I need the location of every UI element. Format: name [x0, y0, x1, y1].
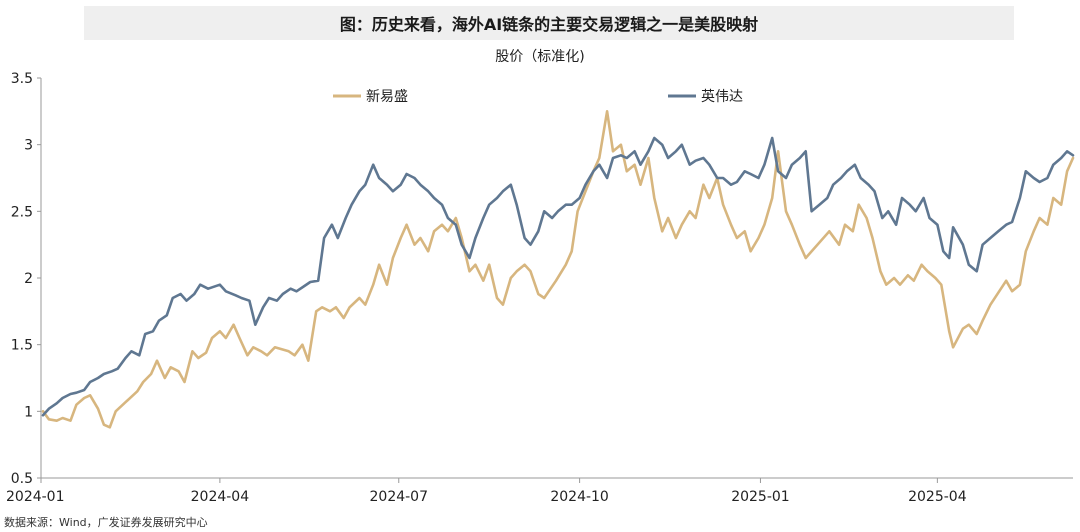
source-note: 数据来源：Wind，广发证券发展研究中心	[4, 516, 208, 529]
y-tick-label: 1.5	[11, 338, 33, 354]
chart-legend: 新易盛 英伟达	[333, 88, 743, 105]
y-tick-label: 0.5	[11, 471, 33, 487]
y-tick-label: 1	[24, 404, 33, 420]
chart-title-bar: 图：历史来看，海外AI链条的主要交易逻辑之一是美股映射	[84, 6, 1014, 40]
y-tick-label: 3	[24, 138, 33, 154]
chart-axes: 3.5 3 2.5 2 1.5 1 0.5 2024-01 2024-04 2024-07 2024…	[6, 71, 1073, 505]
legend-label-1: 新易盛	[366, 89, 408, 105]
y-tick-label: 3.5	[11, 71, 33, 87]
series-line-1	[41, 110, 1075, 429]
chart-series-layer	[41, 110, 1075, 429]
x-tick-label: 2024-04	[191, 489, 250, 505]
chart-title: 图：历史来看，海外AI链条的主要交易逻辑之一是美股映射	[339, 15, 759, 34]
y-tick-label: 2.5	[11, 204, 33, 220]
x-tick-label: 2025-04	[908, 489, 967, 505]
x-tick-label: 2024-01	[6, 489, 65, 505]
chart-subtitle: 股价（标准化)	[495, 49, 585, 65]
x-tick-label: 2024-10	[550, 489, 609, 505]
y-tick-label: 2	[24, 271, 33, 287]
series-line-2	[41, 136, 1075, 417]
x-tick-label: 2024-07	[370, 489, 429, 505]
legend-label-2: 英伟达	[701, 88, 743, 105]
x-tick-label: 2025-01	[731, 489, 790, 505]
